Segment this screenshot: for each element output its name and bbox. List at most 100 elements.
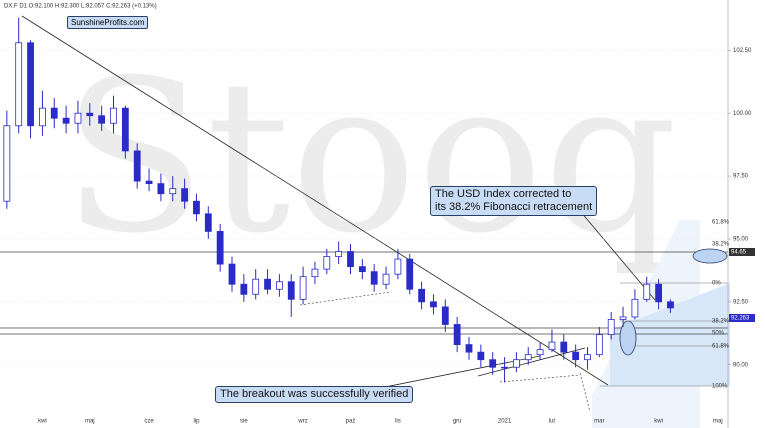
candle-body bbox=[430, 301, 437, 308]
candle-body bbox=[121, 107, 129, 152]
x-tick-label: lis bbox=[395, 419, 401, 425]
candle-body bbox=[15, 42, 23, 127]
candle-body bbox=[193, 200, 200, 215]
x-tick-label: wrz bbox=[297, 419, 307, 425]
x-tick-label: gru bbox=[453, 419, 462, 425]
candle-body bbox=[595, 334, 603, 356]
candle-body bbox=[453, 324, 461, 346]
candle-body bbox=[335, 251, 343, 257]
candle-body bbox=[299, 276, 307, 300]
watermark: Stooq bbox=[62, 35, 678, 280]
callout-line bbox=[574, 204, 656, 301]
dashed-line bbox=[299, 291, 391, 306]
x-tick-label: 2021 bbox=[498, 419, 512, 425]
candle-body bbox=[489, 359, 497, 368]
x-tick-label: kwi bbox=[654, 419, 663, 425]
candle-body bbox=[667, 301, 674, 309]
candle-body bbox=[252, 278, 260, 295]
annotation: The breakout was successfully verified bbox=[215, 386, 414, 403]
candle-body bbox=[394, 258, 402, 275]
candle-body bbox=[62, 117, 70, 124]
candle-body bbox=[524, 354, 532, 361]
annotation-line: The breakout was successfully verified bbox=[220, 388, 409, 400]
candle-body bbox=[323, 256, 331, 270]
candle-body bbox=[584, 354, 591, 361]
candle-body bbox=[287, 281, 295, 300]
candle-body bbox=[441, 306, 449, 325]
y-tick-label: 95.00 bbox=[733, 237, 749, 243]
candle-body bbox=[347, 251, 354, 268]
x-tick-label: lip bbox=[193, 419, 200, 425]
fib-label: 61.8% bbox=[712, 220, 730, 226]
candle-body bbox=[275, 281, 283, 290]
x-tick-label: maj bbox=[713, 419, 723, 425]
fib-label: 100% bbox=[712, 384, 728, 390]
y-tick-label: 97.50 bbox=[733, 174, 749, 180]
chart-header: DX.F D1 O:92.100 H:92.300 L:92.057 C:92.… bbox=[4, 4, 157, 10]
candle-body bbox=[157, 183, 165, 195]
fib-label: 38.2% bbox=[712, 242, 730, 248]
x-tick-label: paź bbox=[346, 419, 356, 425]
candle-body bbox=[145, 180, 153, 185]
candle-body bbox=[228, 263, 236, 285]
candle-body bbox=[110, 107, 117, 124]
price-tag-box bbox=[729, 248, 755, 256]
candle-body bbox=[216, 231, 224, 265]
fib-label: 38.2% bbox=[712, 319, 730, 325]
annotation: The USD Index corrected to its 38.2% Fib… bbox=[430, 186, 598, 216]
candle-body bbox=[98, 115, 106, 124]
candle-body bbox=[358, 266, 366, 273]
candle-body bbox=[181, 188, 189, 202]
candle-body bbox=[572, 351, 580, 361]
candle-body bbox=[133, 150, 141, 182]
dashed-line bbox=[499, 374, 581, 383]
highlight-ellipse bbox=[619, 320, 637, 356]
highlight-ellipse bbox=[692, 248, 728, 264]
candle-body bbox=[370, 271, 378, 285]
y-tick-label: 102.50 bbox=[733, 48, 752, 54]
annotation-line: The USD Index corrected to bbox=[435, 188, 572, 200]
candle-body bbox=[607, 319, 615, 335]
candle-body bbox=[406, 258, 414, 290]
fib-label: 0% bbox=[712, 281, 721, 287]
candle-body bbox=[619, 316, 627, 320]
candle-body bbox=[548, 341, 556, 351]
candle-body bbox=[465, 344, 473, 353]
drawings bbox=[0, 0, 730, 428]
candle-body bbox=[27, 42, 34, 127]
fib-retracement-zone bbox=[610, 283, 730, 386]
x-tick-label: maj bbox=[85, 419, 95, 425]
candle-body bbox=[418, 288, 426, 303]
candle-body bbox=[74, 112, 82, 124]
candle-body bbox=[86, 112, 94, 117]
candle-body bbox=[643, 283, 651, 300]
price-tag: 92.263 bbox=[731, 316, 750, 322]
source-label: SunshineProfits.com bbox=[67, 16, 149, 29]
candle-body bbox=[382, 273, 390, 285]
x-tick-label: kwi bbox=[38, 419, 47, 425]
candle-body bbox=[536, 349, 544, 356]
candle-body bbox=[560, 341, 568, 353]
y-tick-label: 90.00 bbox=[733, 362, 749, 368]
y-tick-label: 100.00 bbox=[733, 111, 752, 117]
x-tick-label: cze bbox=[144, 419, 154, 425]
candle-body bbox=[204, 213, 212, 232]
candle-body bbox=[264, 278, 271, 290]
x-tick-label: lut bbox=[549, 419, 556, 425]
candle-body bbox=[3, 125, 11, 202]
candle-body bbox=[169, 188, 177, 195]
fib-label: 61.8% bbox=[712, 344, 730, 350]
candle-body bbox=[311, 268, 319, 278]
candle-body bbox=[501, 366, 508, 369]
candle-body bbox=[50, 107, 58, 119]
y-tick-label: 92.50 bbox=[733, 299, 749, 305]
candle-body bbox=[655, 283, 662, 303]
candle-body bbox=[631, 298, 639, 318]
x-tick-label: mar bbox=[594, 419, 604, 425]
price-tag: 94.65 bbox=[731, 250, 747, 256]
candle-body bbox=[513, 359, 520, 368]
callout-line bbox=[369, 355, 541, 391]
dashed-line bbox=[579, 372, 591, 413]
